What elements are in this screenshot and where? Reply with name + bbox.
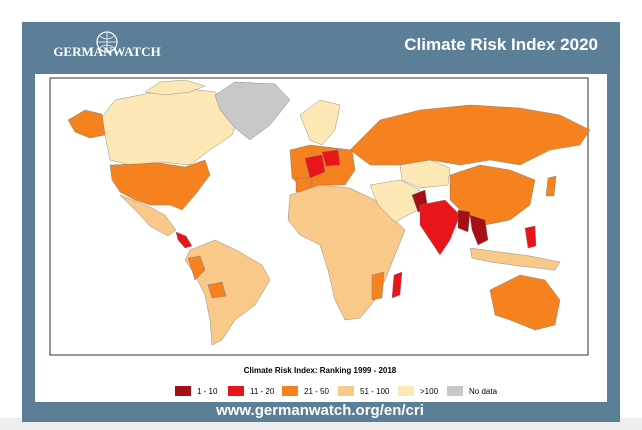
legend-swatch (175, 386, 191, 396)
map (49, 77, 591, 356)
legend: 1 - 10 11 - 20 21 - 50 51 - 100 >100 No data (175, 386, 498, 396)
title: Climate Risk Index 2020 (404, 35, 598, 54)
logo: GERMANWATCH (53, 31, 161, 59)
legend-label: 51 - 100 (360, 387, 390, 396)
footer-url: www.germanwatch.org/en/cri (215, 402, 424, 419)
legend-title: Climate Risk Index: Ranking 1999 - 2018 (244, 366, 397, 375)
legend-swatch (398, 386, 414, 396)
legend-label: 21 - 50 (304, 387, 329, 396)
legend-swatch (228, 386, 244, 396)
legend-swatch (338, 386, 354, 396)
legend-label: >100 (420, 387, 439, 396)
legend-swatch (447, 386, 463, 396)
legend-label: No data (469, 387, 498, 396)
logo-text: GERMANWATCH (53, 44, 160, 59)
legend-swatch (282, 386, 298, 396)
legend-label: 11 - 20 (250, 387, 275, 396)
legend-label: 1 - 10 (197, 387, 218, 396)
